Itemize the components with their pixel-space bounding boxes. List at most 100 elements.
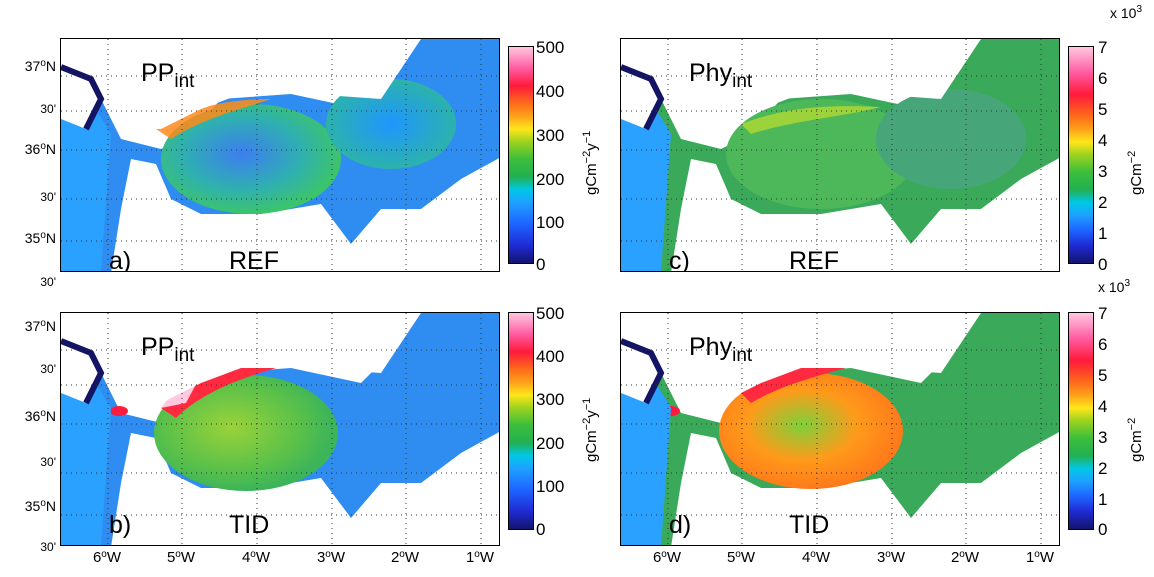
colorbar-multiplier: x 103 <box>1098 278 1131 295</box>
panel-c-map: Phyint c) REF <box>620 38 1060 272</box>
colorbar-tick: 0 <box>536 255 546 274</box>
colorbar-tick: 3 <box>1098 162 1108 181</box>
eastern-gyre <box>876 89 1026 189</box>
variable-main: PP <box>141 59 175 87</box>
variable-sub: int <box>174 345 195 366</box>
colorbar-tick: 4 <box>1098 131 1108 150</box>
lat-label-30min: 30' <box>40 102 56 116</box>
lon-label-3w: 3oW <box>316 549 346 566</box>
variable-label: Phyint <box>689 333 752 367</box>
lon-label-5w: 5oW <box>726 549 756 566</box>
colorbar-tick: 300 <box>536 126 565 145</box>
western-gyre <box>719 373 903 489</box>
lat-label-37n: 37oN <box>24 58 56 74</box>
strait-hotspot <box>110 406 128 416</box>
lon-label-1w: 1oW <box>465 549 495 566</box>
phy-tid-field <box>621 313 1059 545</box>
graticule <box>61 39 499 271</box>
panel-d-map: Phyint d) TID <box>620 312 1060 546</box>
colorbar-tick: 500 <box>536 304 565 323</box>
colorbar-tick: 400 <box>536 347 565 366</box>
variable-label: PPint <box>141 59 194 93</box>
lon-label-6w: 6oW <box>652 549 682 566</box>
land-iberia <box>621 39 661 129</box>
experiment-label: REF <box>229 247 279 272</box>
lat-label-30min: 30' <box>40 540 56 554</box>
western-gyre <box>154 375 338 491</box>
land-spain <box>671 313 961 403</box>
experiment-label: TID <box>229 511 270 539</box>
colorbar-multiplier: x 103 <box>1110 4 1143 21</box>
panel-a-map: PPint a) REF <box>60 38 500 272</box>
lat-label-30min: 30' <box>40 190 56 204</box>
phy-ref-field <box>621 39 1059 271</box>
lat-label-30min: 30' <box>40 275 56 289</box>
panel-letter: d) <box>669 511 692 539</box>
colorbar-tick: 5 <box>1098 100 1108 119</box>
lat-label-35n: 35oN <box>24 230 56 246</box>
colorbar-tick: 1 <box>1098 490 1108 509</box>
colorbar-phy-top <box>1068 46 1094 264</box>
colorbar-phy-bottom <box>1068 312 1094 530</box>
panel-letter: a) <box>109 247 132 272</box>
colorbar-pp-bottom <box>508 312 534 530</box>
colorbar-tick: 0 <box>536 520 546 539</box>
colorbar-tick: 5 <box>1098 366 1108 385</box>
colorbar-tick: 0 <box>1098 520 1108 539</box>
lat-label-36n: 36oN <box>24 141 56 157</box>
colorbar-unit-phy: gCm−2 <box>1126 150 1145 195</box>
colorbar-tick: 400 <box>536 82 565 101</box>
land-africa <box>321 439 499 545</box>
variable-main: PP <box>141 333 175 361</box>
lon-label-5w: 5oW <box>166 549 196 566</box>
coastal-upwelling <box>741 362 856 403</box>
graticule <box>621 39 1059 271</box>
colorbar-tick: 7 <box>1098 304 1108 323</box>
lon-label-2w: 2oW <box>950 549 980 566</box>
variable-label: PPint <box>141 333 194 367</box>
land-spain <box>111 313 401 403</box>
western-gyre <box>161 104 341 214</box>
lon-label-4w: 4oW <box>241 549 271 566</box>
colorbar-tick: 100 <box>536 477 565 496</box>
coastline <box>621 64 665 131</box>
panel-letter: b) <box>109 511 132 539</box>
coastline <box>61 64 105 131</box>
coastal-band <box>741 106 881 134</box>
coastline <box>621 338 665 405</box>
experiment-label: REF <box>789 247 839 272</box>
coastal-upwelling <box>156 99 271 139</box>
colorbar-tick: 500 <box>536 38 565 57</box>
panel-b-map: PPint b) TID <box>60 312 500 546</box>
land-iberia <box>61 313 101 403</box>
variable-label: Phyint <box>689 59 752 93</box>
colorbar-tick: 6 <box>1098 335 1108 354</box>
colorbar-tick: 200 <box>536 170 565 189</box>
colorbar-unit-pp: gCm−2y−1 <box>581 130 600 195</box>
variable-sub: int <box>732 345 753 366</box>
colorbar-tick: 2 <box>1098 459 1108 478</box>
variable-sub: int <box>732 71 753 92</box>
colorbar-tick: 3 <box>1098 428 1108 447</box>
lon-label-2w: 2oW <box>390 549 420 566</box>
coastline <box>61 338 105 405</box>
colorbar-tick: 4 <box>1098 397 1108 416</box>
colorbar-tick: 100 <box>536 213 565 232</box>
variable-sub: int <box>174 71 195 92</box>
variable-main: Phy <box>689 59 733 87</box>
variable-main: Phy <box>689 333 733 361</box>
lat-label-30min: 30' <box>40 455 56 469</box>
experiment-label: TID <box>789 511 830 539</box>
colorbar-tick: 200 <box>536 434 565 453</box>
colorbar-pp-top <box>508 46 534 264</box>
lat-label-30min: 30' <box>40 362 56 376</box>
land-africa <box>881 439 1059 545</box>
colorbar-tick: 300 <box>536 390 565 409</box>
land-spain <box>111 39 401 129</box>
land-africa <box>881 165 1059 271</box>
land-africa <box>321 165 499 271</box>
colorbar-tick: 6 <box>1098 69 1108 88</box>
lon-label-6w: 6oW <box>92 549 122 566</box>
colorbar-tick: 7 <box>1098 38 1108 57</box>
pp-ref-field <box>61 39 499 271</box>
